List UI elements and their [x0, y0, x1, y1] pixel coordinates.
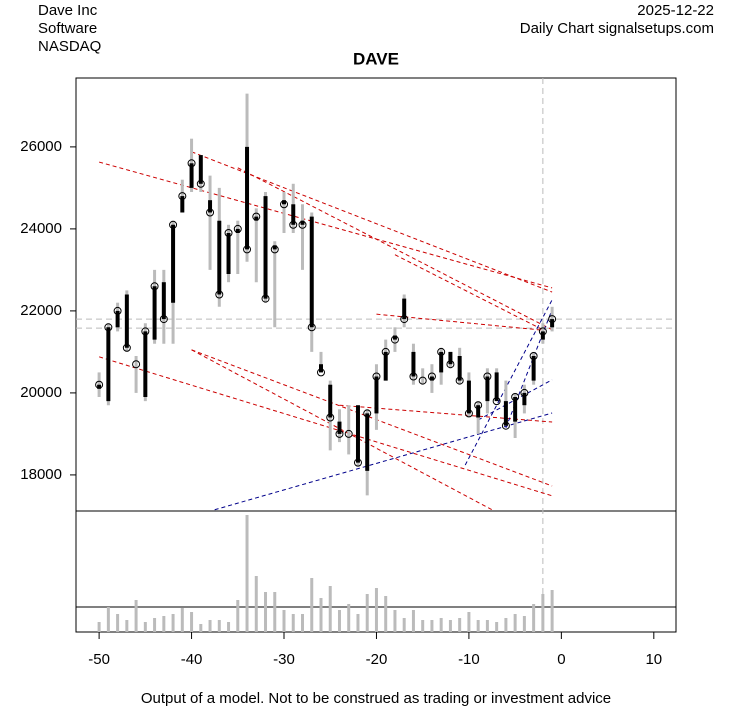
close-marker	[427, 372, 436, 381]
close-marker	[455, 376, 464, 385]
close-marker	[113, 306, 122, 315]
close-marker	[224, 228, 233, 237]
close-marker	[437, 347, 446, 356]
close-marker	[270, 245, 279, 254]
close-marker	[353, 458, 362, 467]
x-tick-label: -50	[88, 651, 110, 668]
close-marker	[501, 421, 510, 430]
trend-line	[339, 404, 553, 423]
trend-line	[464, 299, 553, 466]
close-marker	[206, 208, 215, 217]
trend-line	[98, 356, 553, 497]
trend-line	[214, 412, 553, 511]
sector: Software	[38, 20, 97, 37]
trend-line	[191, 349, 553, 487]
close-marker	[400, 315, 409, 324]
trend-line	[237, 167, 553, 331]
close-marker	[409, 372, 418, 381]
close-marker	[372, 372, 381, 381]
x-tick-label: -30	[273, 651, 295, 668]
y-tick-label: 26000	[20, 138, 62, 155]
plot-frame	[75, 77, 677, 633]
company: Dave Inc	[38, 2, 98, 19]
trend-line	[98, 161, 553, 289]
close-marker	[280, 200, 289, 209]
close-marker	[187, 159, 196, 168]
close-marker	[215, 290, 224, 299]
close-marker	[418, 376, 427, 385]
x-tick-label: -10	[458, 651, 480, 668]
exchange: NASDAQ	[38, 38, 101, 55]
chart-title: DAVE	[353, 49, 399, 68]
close-marker	[104, 323, 113, 332]
close-marker	[141, 327, 150, 336]
x-tick-label: -40	[181, 651, 203, 668]
y-tick-label: 24000	[20, 220, 62, 237]
close-marker	[178, 192, 187, 201]
close-marker	[474, 401, 483, 410]
close-marker	[326, 413, 335, 422]
date: 2025-12-22	[637, 2, 714, 19]
y-tick-label: 22000	[20, 302, 62, 319]
close-marker	[169, 220, 178, 229]
close-marker	[316, 368, 325, 377]
close-marker	[446, 360, 455, 369]
close-marker	[233, 224, 242, 233]
close-marker	[492, 397, 501, 406]
x-tick-label: -20	[366, 651, 388, 668]
source: Daily Chart signalsetups.com	[520, 20, 714, 37]
close-marker	[196, 179, 205, 188]
close-marker	[344, 429, 353, 438]
close-marker	[390, 335, 399, 344]
trend-line	[394, 254, 544, 331]
close-marker	[159, 315, 168, 324]
close-marker	[335, 429, 344, 438]
close-marker	[132, 360, 141, 369]
close-marker	[464, 409, 473, 418]
close-marker	[95, 380, 104, 389]
x-tick-label: 10	[645, 651, 662, 668]
close-marker	[511, 393, 520, 402]
close-marker	[150, 282, 159, 291]
close-marker	[298, 220, 307, 229]
close-marker	[243, 245, 252, 254]
close-marker	[122, 343, 131, 352]
trend-line	[191, 349, 493, 511]
close-marker	[252, 212, 261, 221]
close-marker	[307, 323, 316, 332]
x-tick-label: 0	[557, 651, 565, 668]
y-tick-label: 18000	[20, 466, 62, 483]
trend-line	[505, 309, 553, 428]
close-marker	[363, 409, 372, 418]
close-marker	[483, 372, 492, 381]
close-marker	[538, 327, 547, 336]
y-tick-label: 20000	[20, 384, 62, 401]
footer: Output of a model. Not to be construed a…	[141, 690, 611, 707]
close-marker	[289, 220, 298, 229]
close-marker	[529, 352, 538, 361]
close-marker	[381, 347, 390, 356]
close-marker	[261, 294, 270, 303]
close-marker	[548, 315, 557, 324]
close-marker	[520, 388, 529, 397]
